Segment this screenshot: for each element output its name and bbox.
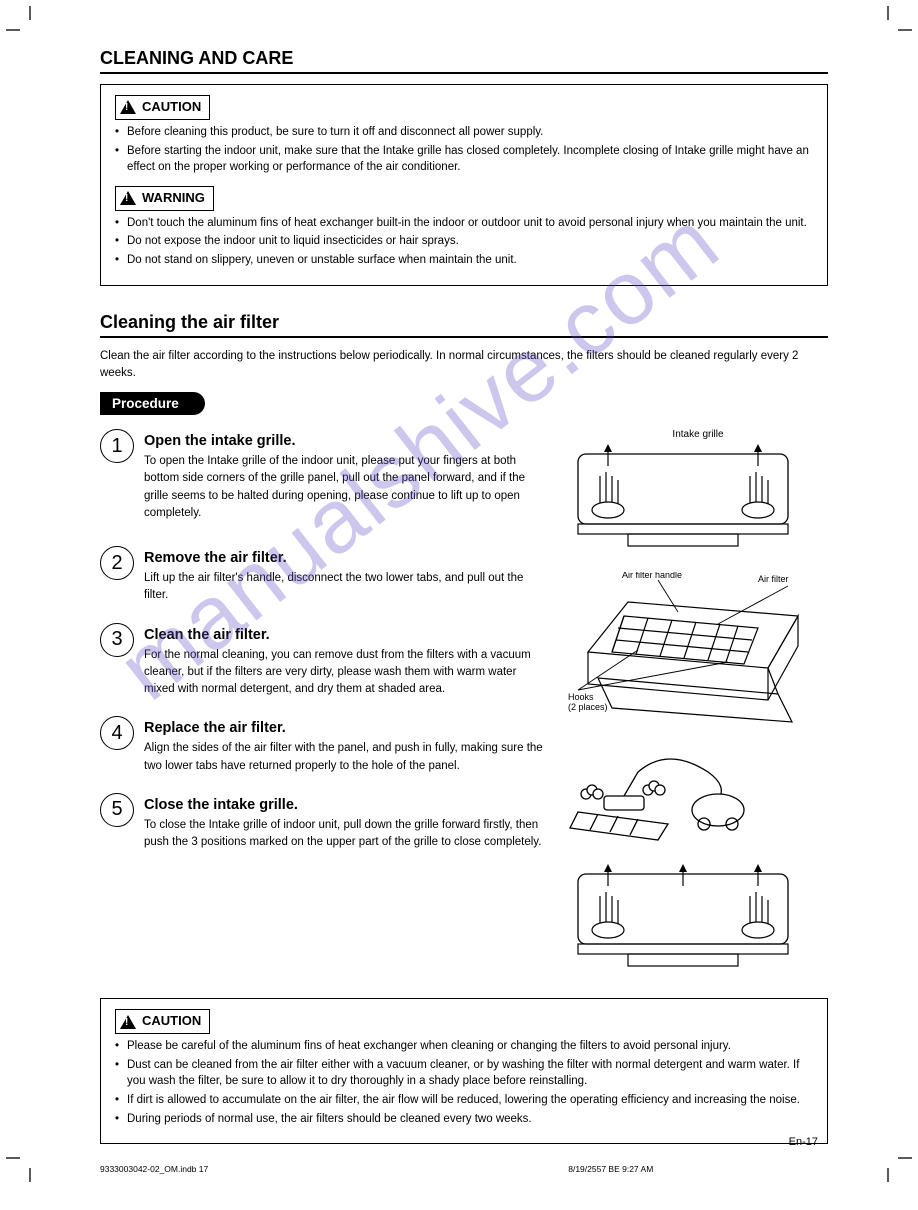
step-title: Clean the air filter. bbox=[144, 627, 548, 643]
intro-text: Clean the air filter according to the in… bbox=[100, 348, 828, 383]
step: 3 Clean the air filter. For the normal c… bbox=[100, 623, 548, 699]
warning-label-text: WARNING bbox=[142, 189, 205, 208]
steps-column: 1 Open the intake grille. To open the In… bbox=[100, 429, 548, 992]
fig-label: Air filter handle bbox=[622, 572, 682, 580]
step-number: 4 bbox=[100, 716, 134, 750]
step-title: Close the intake grille. bbox=[144, 797, 548, 813]
bullet: •Before cleaning this product, be sure t… bbox=[115, 124, 813, 141]
caution-label-text: CAUTION bbox=[142, 98, 201, 117]
step-number: 5 bbox=[100, 793, 134, 827]
step-title: Remove the air filter. bbox=[144, 550, 548, 566]
divider bbox=[100, 72, 828, 74]
step-text: Align the sides of the air filter with t… bbox=[144, 740, 548, 775]
section-title: CLEANING AND CARE bbox=[100, 48, 828, 69]
warning-triangle-icon bbox=[120, 191, 136, 205]
page-number: En-17 bbox=[789, 1136, 818, 1148]
fig-label: Air filter bbox=[758, 574, 789, 584]
caution-label: CAUTION bbox=[115, 95, 210, 120]
bullet: •Do not stand on slippery, uneven or uns… bbox=[115, 252, 813, 269]
step-number: 3 bbox=[100, 623, 134, 657]
step: 1 Open the intake grille. To open the In… bbox=[100, 429, 548, 522]
fig-label: Intake grille bbox=[568, 429, 828, 440]
caution-label: CAUTION bbox=[115, 1009, 210, 1034]
warning-triangle-icon bbox=[120, 1015, 136, 1029]
step: 2 Remove the air filter. Lift up the air… bbox=[100, 546, 548, 605]
step-title: Replace the air filter. bbox=[144, 720, 548, 736]
step: 4 Replace the air filter. Align the side… bbox=[100, 716, 548, 775]
footer-left: 9333003042-02_OM.indb 17 bbox=[100, 1164, 208, 1174]
bullet: •Do not expose the indoor unit to liquid… bbox=[115, 233, 813, 250]
footer-right: 8/19/2557 BE 9:27 AM bbox=[568, 1164, 653, 1174]
svg-text:(2 places): (2 places) bbox=[568, 702, 608, 712]
caution-warning-box: CAUTION •Before cleaning this product, b… bbox=[100, 84, 828, 286]
warning-label: WARNING bbox=[115, 186, 214, 211]
procedure-pill: Procedure bbox=[100, 392, 205, 415]
section-title: Cleaning the air filter bbox=[100, 312, 828, 333]
bullet: •During periods of normal use, the air f… bbox=[115, 1111, 813, 1128]
bullet: •If dirt is allowed to accumulate on the… bbox=[115, 1092, 813, 1109]
step-number: 1 bbox=[100, 429, 134, 463]
bullet: •Before starting the indoor unit, make s… bbox=[115, 143, 813, 176]
divider bbox=[100, 336, 828, 338]
step-text: For the normal cleaning, you can remove … bbox=[144, 647, 548, 699]
illustrations-column: Intake grille bbox=[568, 429, 828, 992]
warning-triangle-icon bbox=[120, 100, 136, 114]
figure-open-grille: Intake grille bbox=[568, 429, 828, 552]
bottom-caution-box: CAUTION •Please be careful of the alumin… bbox=[100, 998, 828, 1144]
step: 5 Close the intake grille. To close the … bbox=[100, 793, 548, 852]
step-text: To open the Intake grille of the indoor … bbox=[144, 453, 548, 522]
bullet: •Please be careful of the aluminum fins … bbox=[115, 1038, 813, 1055]
figure-vacuum bbox=[568, 752, 828, 842]
step-number: 2 bbox=[100, 546, 134, 580]
figure-remove-filter: Air filter handle Air filter Hooks (2 pl… bbox=[568, 572, 828, 732]
step-title: Open the intake grille. bbox=[144, 433, 548, 449]
step-text: Lift up the air filter's handle, disconn… bbox=[144, 570, 548, 605]
step-text: To close the Intake grille of indoor uni… bbox=[144, 817, 548, 852]
bullet: •Dust can be cleaned from the air filter… bbox=[115, 1057, 813, 1090]
fig-label: Hooks bbox=[568, 692, 594, 702]
footer: 9333003042-02_OM.indb 17 8/19/2557 BE 9:… bbox=[100, 1164, 653, 1174]
caution-label-text: CAUTION bbox=[142, 1012, 201, 1031]
bullet: •Don't touch the aluminum fins of heat e… bbox=[115, 215, 813, 232]
figure-close-grille bbox=[568, 862, 828, 972]
